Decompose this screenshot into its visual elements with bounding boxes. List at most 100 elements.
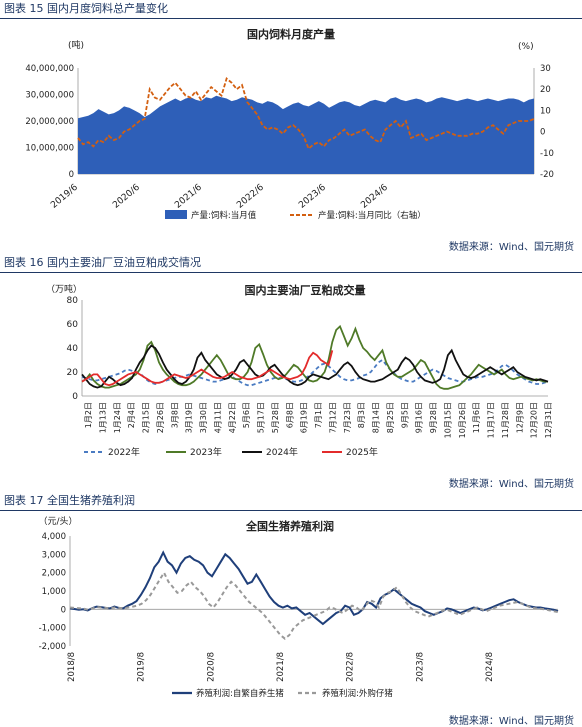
y-axis-label: （万吨） [46, 283, 82, 295]
chart-title: 国内饲料月度产量 [247, 27, 335, 41]
y-tick-label: 0 [69, 170, 74, 180]
legend-swatch-output [165, 210, 187, 219]
x-tick-label: 6月19日 [300, 402, 309, 433]
figure-15-title: 图表 15 国内月度饲料总产量变化 [0, 0, 582, 19]
legend-label-2022年: 2022年 [108, 446, 140, 458]
x-tick-label: 2021/6 [173, 182, 204, 210]
y-tick-label: 40 [67, 344, 79, 354]
x-tick-label: 2024/6 [359, 182, 390, 210]
series-line-2023年 [81, 324, 548, 390]
x-tick-label: 1月24日 [113, 402, 122, 433]
y2-axis-label: (%) [518, 42, 534, 52]
hog-profit-chart: 全国生猪养殖利润 （元/头） -2,000 -1,000 0 1,000 2,000 3,00… [38, 516, 559, 699]
y-tick-label: -2,000 [39, 642, 66, 652]
x-tick-label: 10月15日 [443, 402, 452, 438]
x-tick-label: 2023/8 [415, 652, 425, 682]
series-area-output [78, 95, 534, 174]
x-tick-label: 1月2日 [84, 402, 93, 428]
x-tick-label: 3月30日 [199, 402, 208, 433]
y-tick-label: 20,000,000 [25, 117, 74, 127]
figure-16-source: 数据来源：Wind、国元期货 [448, 479, 574, 490]
x-tick-label: 5月28日 [271, 402, 280, 433]
y2-tick-label: 20 [540, 85, 551, 95]
chart-title: 国内主要油厂豆粕成交量 [245, 283, 366, 297]
series-line-养殖利润:外购仔猪 [69, 570, 559, 640]
y-tick-label: 60 [67, 320, 79, 330]
y2-tick-label: 0 [540, 128, 545, 138]
x-tick-label: 11月28日 [501, 402, 510, 438]
y-tick-label: 40,000,000 [25, 64, 74, 74]
x-tick-label: 1月13日 [98, 402, 107, 433]
x-tick-label: 2019/8 [137, 652, 147, 682]
chart-title: 全国生猪养殖利润 [245, 519, 334, 533]
x-tick-label: 7月23日 [343, 402, 352, 433]
y2-tick-label: 10 [540, 106, 551, 116]
x-tick-label: 3月19日 [185, 402, 194, 433]
series-line-yoy [77, 77, 535, 151]
x-tick-label: 8月25日 [386, 402, 395, 433]
x-tick-label: 3月8日 [170, 402, 179, 428]
y-tick-label: 80 [67, 296, 79, 306]
x-tick-label: 2018/8 [67, 652, 77, 682]
y-tick-label: 2,000 [42, 569, 66, 579]
x-tick-label: 4月11日 [213, 402, 222, 433]
x-tick-label: 10月26日 [458, 402, 467, 438]
y-tick-label: 1,000 [42, 587, 66, 597]
x-tick-label: 9月5日 [400, 402, 409, 428]
x-tick-label: 7月1日 [314, 402, 323, 428]
y-tick-label: 0 [61, 605, 66, 615]
y-tick-label: 0 [72, 392, 78, 402]
x-tick-label: 2021/8 [276, 652, 286, 682]
x-tick-label: 2月4日 [127, 402, 136, 428]
y-tick-label: 20 [67, 368, 79, 378]
y-axis-label: （元/头） [38, 516, 77, 527]
y2-tick-label: -10 [540, 149, 554, 159]
x-tick-label: 5月6日 [242, 402, 251, 428]
feed-output-chart: 国内饲料月度产量 (吨) (%) 0 10,000,000 20,000,000 30,00… [25, 27, 554, 221]
x-tick-label: 11月17日 [487, 402, 496, 438]
x-tick-label: 9月28日 [429, 402, 438, 433]
x-tick-label: 8月14日 [372, 402, 381, 433]
legend-label-2024年: 2024年 [266, 446, 298, 458]
figure-17-title: 图表 17 全国生猪养殖利润 [0, 492, 582, 511]
x-tick-label: 2019/6 [49, 182, 80, 210]
y-tick-label: -1,000 [39, 624, 66, 634]
y2-tick-label: -20 [540, 170, 554, 180]
legend-label-yoy: 产量:饲料:当月同比（右轴） [318, 210, 426, 221]
x-tick-label: 2022/8 [346, 652, 356, 682]
x-tick-label: 6月8日 [285, 402, 294, 428]
x-tick-label: 2022/6 [235, 182, 266, 210]
x-tick-label: 7月12日 [328, 402, 337, 433]
x-tick-label: 5月17日 [257, 402, 266, 433]
x-tick-label: 12月9日 [515, 402, 524, 433]
x-tick-label: 9月16日 [415, 402, 424, 433]
y2-tick-label: 30 [540, 64, 551, 74]
figure-17-source: 数据来源：Wind、国元期货 [448, 716, 574, 727]
legend-label-2023年: 2023年 [190, 446, 222, 458]
series-line-2024年 [81, 344, 549, 389]
y-axis-label: (吨) [68, 39, 84, 51]
x-tick-label: 2020/8 [206, 652, 216, 682]
x-tick-label: 2020/6 [111, 182, 142, 210]
legend-label-output: 产量:饲料:当月值 [191, 210, 257, 221]
x-tick-label: 8月3日 [357, 402, 366, 428]
x-tick-label: 2023/6 [297, 182, 328, 210]
series-line-2025年 [81, 350, 334, 387]
soymeal-volume-chart: 国内主要油厂豆粕成交量 （万吨） 0 20 40 60 80 1月2日 1月13日 1月24日 2月… [46, 283, 553, 458]
legend-label-purchased: 养殖利润:外购仔猪 [322, 688, 393, 699]
y-tick-label: 10,000,000 [25, 144, 74, 154]
y-tick-label: 3,000 [42, 550, 66, 560]
x-tick-label: 2月15日 [142, 402, 151, 433]
y-tick-label: 4,000 [42, 532, 66, 542]
y-tick-label: 30,000,000 [25, 91, 74, 101]
x-tick-label: 12月31日 [544, 402, 553, 438]
x-tick-label: 12月20日 [530, 402, 539, 438]
x-tick-label: 2月26日 [156, 402, 165, 433]
legend-label-2025年: 2025年 [346, 446, 378, 458]
x-tick-label: 4月22日 [228, 402, 237, 433]
x-tick-label: 2024/8 [485, 652, 495, 682]
series-line-养殖利润:自繁自养生猪 [69, 550, 559, 626]
legend-label-self-bred: 养殖利润:自繁自养生猪 [196, 688, 284, 699]
x-tick-label: 11月6日 [472, 402, 481, 433]
figure-15-source: 数据来源：Wind、国元期货 [448, 242, 574, 253]
